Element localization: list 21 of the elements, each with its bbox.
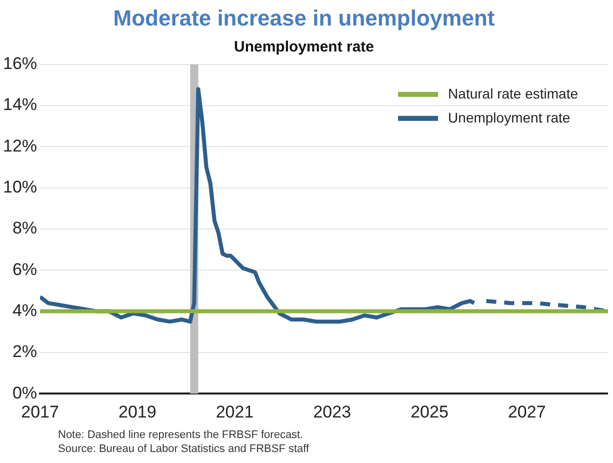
y-tick-label: 0% xyxy=(12,383,38,402)
legend-label: Unemployment rate xyxy=(448,109,570,126)
y-tick-label: 6% xyxy=(12,260,38,279)
chart-subtitle: Unemployment rate xyxy=(234,38,374,56)
y-tick-label: 16% xyxy=(2,54,38,74)
x-tick-label: 2019 xyxy=(118,402,156,422)
y-tick-label: 2% xyxy=(12,342,38,362)
y-tick-label: 10% xyxy=(2,178,38,197)
x-tick-label: 2025 xyxy=(410,402,448,422)
legend-label: Natural rate estimate xyxy=(448,85,578,102)
y-tick-label: 8% xyxy=(12,218,38,238)
y-tick-label: 14% xyxy=(2,95,38,114)
text: Note: Dashed line represents the FRBSF forecast. xyxy=(58,428,304,442)
x-tick-label: 2017 xyxy=(21,402,59,422)
source-note: Source: Bureau of Labor Statistics and FRBSF staff xyxy=(58,442,310,456)
y-tick-label: 4% xyxy=(12,300,38,320)
x-tick-label: 2027 xyxy=(508,402,546,422)
chart-title: Moderate increase in unemployment xyxy=(113,5,496,30)
x-tick-label: 2021 xyxy=(216,402,254,422)
x-tick-label: 2023 xyxy=(313,402,352,422)
y-tick-label: 12% xyxy=(2,136,38,156)
